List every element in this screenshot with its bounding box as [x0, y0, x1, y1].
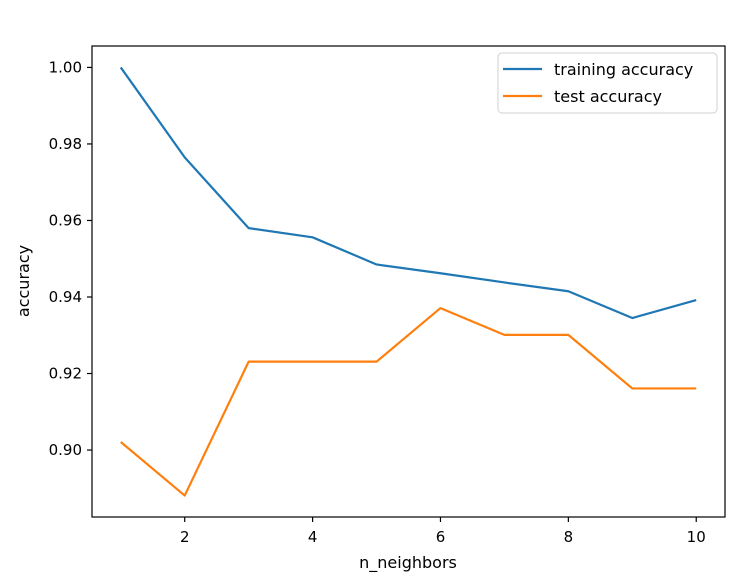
legend-label-test: test accuracy [554, 87, 662, 106]
series-line-1 [120, 306, 697, 497]
x-axis-label: n_neighbors [359, 553, 457, 573]
series-line-0 [119, 66, 697, 320]
legend-label-training: training accuracy [554, 60, 693, 79]
x-tick-label: 4 [308, 528, 318, 546]
y-tick-label: 0.96 [49, 211, 82, 229]
y-axis-ticks: 0.90 0.92 0.94 0.96 0.98 1.00 [49, 58, 92, 459]
x-tick-label: 8 [564, 528, 574, 546]
plot-frame [91, 45, 726, 518]
x-tick-label: 2 [180, 528, 190, 546]
plot-lines [119, 66, 697, 497]
y-tick-label: 1.00 [49, 58, 82, 76]
y-tick-label: 0.90 [49, 441, 82, 459]
legend: training accuracy test accuracy [497, 52, 718, 114]
legend-box [497, 52, 718, 114]
x-tick-label: 6 [436, 528, 446, 546]
x-axis-ticks: 2 4 6 8 10 [180, 517, 706, 546]
y-axis-label: accuracy [14, 245, 33, 317]
y-tick-label: 0.92 [49, 365, 82, 383]
x-tick-label: 10 [687, 528, 706, 546]
y-tick-label: 0.98 [49, 135, 82, 153]
y-tick-label: 0.94 [49, 288, 82, 306]
